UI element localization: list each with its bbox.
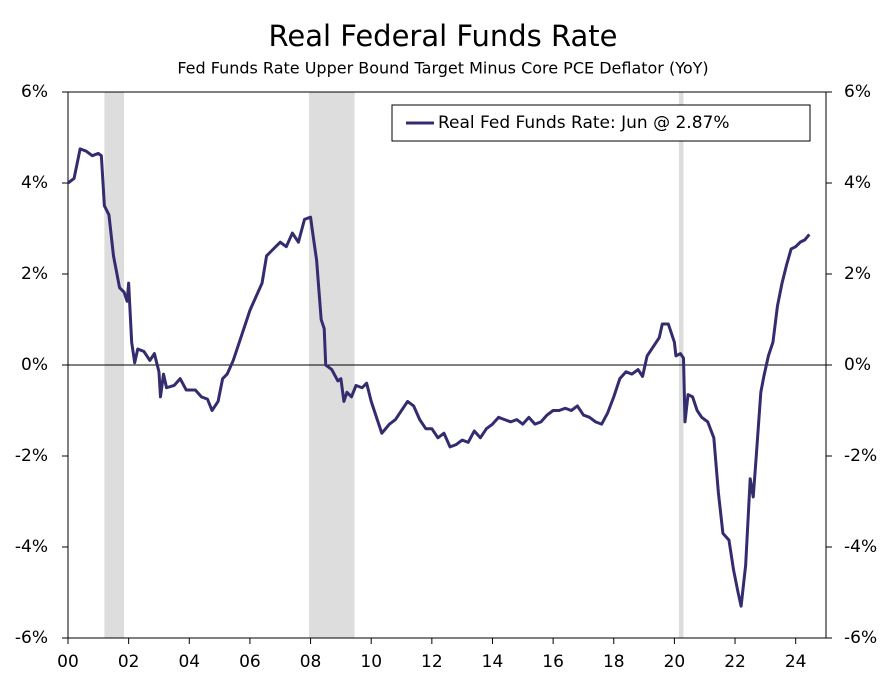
data-line — [67, 147, 811, 608]
y-tick-label: -2% — [15, 446, 48, 466]
x-tick-label: 04 — [178, 652, 200, 672]
y2-tick-label: 4% — [844, 173, 871, 193]
y-tick-label: -4% — [15, 537, 48, 557]
y2-tick-label: 6% — [844, 82, 871, 102]
y2-tick-label: -4% — [844, 537, 877, 557]
y-tick-label: 6% — [21, 82, 48, 102]
x-tick-label: 14 — [482, 652, 504, 672]
y2-tick-label: 2% — [844, 264, 871, 284]
y-tick-label: -6% — [15, 628, 48, 648]
chart-subtitle: Fed Funds Rate Upper Bound Target Minus … — [177, 59, 708, 78]
chart-title: Real Federal Funds Rate — [269, 19, 618, 53]
x-tick-label: 18 — [603, 652, 625, 672]
x-tick-label: 12 — [421, 652, 443, 672]
y-tick-label: 4% — [21, 173, 48, 193]
x-tick-label: 06 — [239, 652, 261, 672]
legend-box — [391, 104, 811, 142]
x-tick-label: 20 — [664, 652, 686, 672]
y-tick-label: 0% — [21, 355, 48, 375]
y2-tick-label: -6% — [844, 628, 877, 648]
x-tick-label: 16 — [542, 652, 564, 672]
x-tick-label: 08 — [300, 652, 322, 672]
y2-tick-label: 0% — [844, 355, 871, 375]
y-tick-label: 2% — [21, 264, 48, 284]
x-tick-label: 22 — [724, 652, 746, 672]
y2-tick-label: -2% — [844, 446, 877, 466]
x-tick-label: 10 — [360, 652, 382, 672]
x-tick-label: 02 — [118, 652, 140, 672]
legend-label: Real Fed Funds Rate: Jun @ 2.87% — [438, 113, 730, 133]
x-tick-label: 00 — [57, 652, 79, 672]
x-tick-label: 24 — [785, 652, 807, 672]
